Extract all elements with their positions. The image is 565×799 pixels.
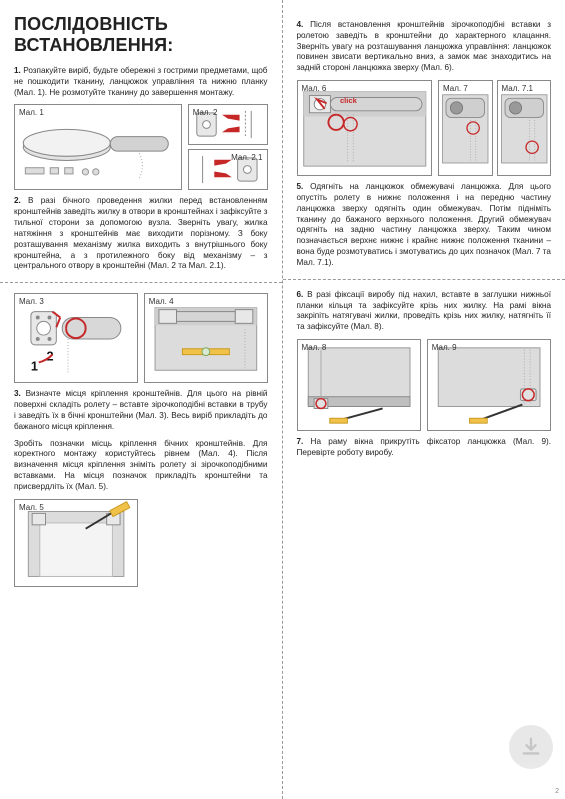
step-2: 2. В разі бічного проведення жилки перед… <box>14 196 268 272</box>
fig-row-1-2: Мал. 1 Мал <box>14 104 268 190</box>
fig-row-8-9: Мал. 8 Мал. 9 <box>297 339 552 431</box>
divider-left <box>0 282 282 283</box>
fig-label-7-1: Мал. 7.1 <box>502 84 533 93</box>
fig-label-1: Мал. 1 <box>19 108 44 117</box>
click-label: click <box>339 96 357 105</box>
divider-right <box>283 279 565 280</box>
figure-7-1: Мал. 7.1 <box>497 80 552 176</box>
figure-2-1: Мал. 2.1 <box>188 149 268 190</box>
step-5: 5. Одягніть на ланцюжок обмежувачі ланцю… <box>297 182 552 269</box>
figure-8: Мал. 8 <box>297 339 421 431</box>
fig-label-3: Мал. 3 <box>19 297 44 306</box>
fig-label-4: Мал. 4 <box>149 297 174 306</box>
step-7: 7. На раму вікна прикрутіть фіксатор лан… <box>297 437 552 459</box>
step-4: 4. Після встановлення кронштейнів зірочк… <box>297 20 552 74</box>
fig-label-2-1: Мал. 2.1 <box>231 153 262 162</box>
arrow-label-1: 1 <box>31 359 38 374</box>
figure-2: Мал. 2 <box>188 104 268 145</box>
fig-label-7: Мал. 7 <box>443 84 468 93</box>
figure-6: Мал. 6 click <box>297 80 433 176</box>
fig-label-9: Мал. 9 <box>432 343 457 352</box>
fig-row-3-4: Мал. 3 2 1 <box>14 293 268 383</box>
fig-label-2: Мал. 2 <box>193 108 218 117</box>
fig-label-6: Мал. 6 <box>302 84 327 93</box>
watermark-icon <box>509 725 553 769</box>
figure-5: Мал. 5 <box>14 499 138 587</box>
figure-7: Мал. 7 <box>438 80 493 176</box>
fig-row-5: Мал. 5 <box>14 499 268 587</box>
step-6: 6. В разі фіксації виробу під нахил, вст… <box>297 290 552 333</box>
figure-4: Мал. 4 <box>144 293 268 383</box>
figure-3: Мал. 3 2 1 <box>14 293 138 383</box>
figure-9: Мал. 9 <box>427 339 551 431</box>
fig-label-5: Мал. 5 <box>19 503 44 512</box>
step-3a: 3. Визначте місця кріплення кронштейнів.… <box>14 389 268 432</box>
fig-label-8: Мал. 8 <box>302 343 327 352</box>
step-1: 1. Розпакуйте виріб, будьте обережні з г… <box>14 66 268 98</box>
figure-1: Мал. 1 <box>14 104 182 190</box>
step-3b: Зробіть позначки місць кріплення бічних … <box>14 439 268 493</box>
page-number: 2 <box>555 788 559 795</box>
page-title: ПОСЛІДОВНІСТЬ ВСТАНОВЛЕННЯ: <box>14 14 268 56</box>
fig-row-6-7: Мал. 6 click <box>297 80 552 176</box>
